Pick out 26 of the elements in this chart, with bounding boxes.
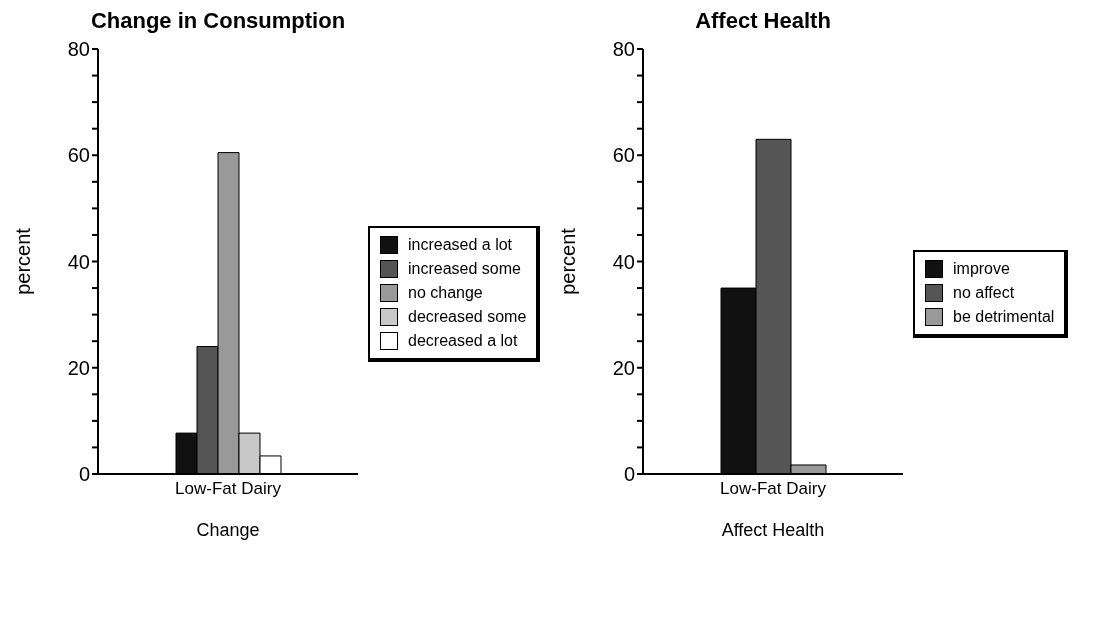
legend-label: increased some	[408, 260, 521, 278]
y-axis-title: percent	[557, 227, 580, 295]
x-tick-label: Low-Fat Dairy	[720, 479, 827, 499]
chart-title: Affect Health	[694, 8, 832, 34]
legend-label: be detrimental	[953, 308, 1055, 326]
y-tick-label: 0	[623, 463, 635, 486]
x-axis-title: Affect Health	[721, 520, 825, 540]
y-tick-label: 80	[612, 38, 635, 61]
y-tick-label: 20	[612, 356, 635, 379]
x-axis-title: Change	[196, 520, 260, 540]
y-tick-label: 60	[612, 144, 635, 167]
legend-label: decreased some	[408, 308, 527, 326]
y-tick-label: 40	[67, 250, 90, 273]
legend-label: improve	[953, 260, 1010, 278]
y-axis-title: percent	[12, 227, 35, 295]
y-tick-label: 0	[78, 463, 90, 486]
y-tick-label: 20	[67, 356, 90, 379]
y-tick-label: 80	[67, 38, 90, 61]
legend-label: no change	[408, 284, 483, 302]
legend-label: increased a lot	[408, 236, 513, 254]
chart-title: Change in Consumption	[89, 8, 347, 34]
y-tick-label: 60	[67, 144, 90, 167]
legend-label: decreased a lot	[408, 332, 518, 350]
x-tick-label: Low-Fat Dairy	[175, 479, 282, 499]
y-tick-label: 40	[612, 250, 635, 273]
legend-label: no affect	[953, 284, 1015, 302]
